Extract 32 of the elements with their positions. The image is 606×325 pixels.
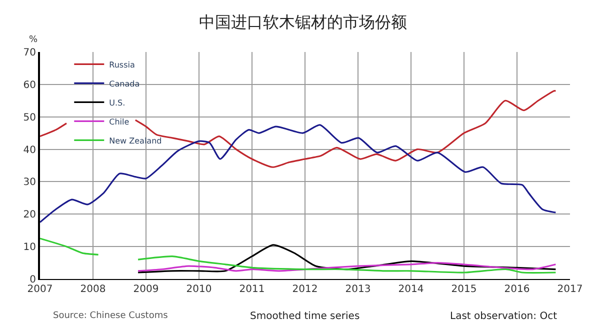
- x-tick-label: 2015: [451, 284, 477, 295]
- x-tick-label: 2017: [557, 284, 583, 295]
- x-tick-label: 2011: [239, 284, 265, 295]
- x-tick-label: 2007: [27, 284, 53, 295]
- line-series: [137, 262, 556, 272]
- x-tick-label: 2008: [80, 284, 106, 295]
- y-tick-label: 70: [23, 48, 36, 58]
- text: Last observation: Oct: [450, 311, 558, 322]
- y-tick-label: 50: [23, 112, 36, 124]
- legend-label: U.S.: [109, 98, 126, 108]
- legend-label: Canada: [109, 79, 140, 88]
- legend-label: Russia: [109, 60, 135, 70]
- x-tick-label: 2016: [504, 284, 530, 295]
- line-series: [137, 244, 556, 274]
- text: Smoothed time series: [250, 311, 360, 322]
- y-tick-label: 60: [23, 80, 36, 91]
- y-tick-label: 40: [23, 144, 36, 156]
- y-tick-label: 10: [23, 242, 36, 254]
- source-note: Source: Chinese Customs: [53, 311, 168, 321]
- x-tick-label: 2012: [292, 284, 318, 295]
- y-tick-label: 20: [23, 210, 36, 221]
- chart-title: 中国进口软木锯材的市场份额: [199, 12, 407, 32]
- y-axis-title: %: [29, 35, 38, 45]
- x-tick-label: 2014: [398, 284, 424, 295]
- x-tick-label: 2009: [133, 284, 159, 295]
- line-series: [40, 124, 556, 224]
- x-tick-label: 2010: [186, 284, 212, 295]
- y-tick-label: 0: [30, 274, 36, 286]
- legend-label: Chile: [109, 117, 130, 126]
- x-tick-label: 2013: [345, 284, 371, 295]
- y-tick-label: 30: [23, 177, 36, 188]
- legend-label: New Zealand: [109, 136, 162, 146]
